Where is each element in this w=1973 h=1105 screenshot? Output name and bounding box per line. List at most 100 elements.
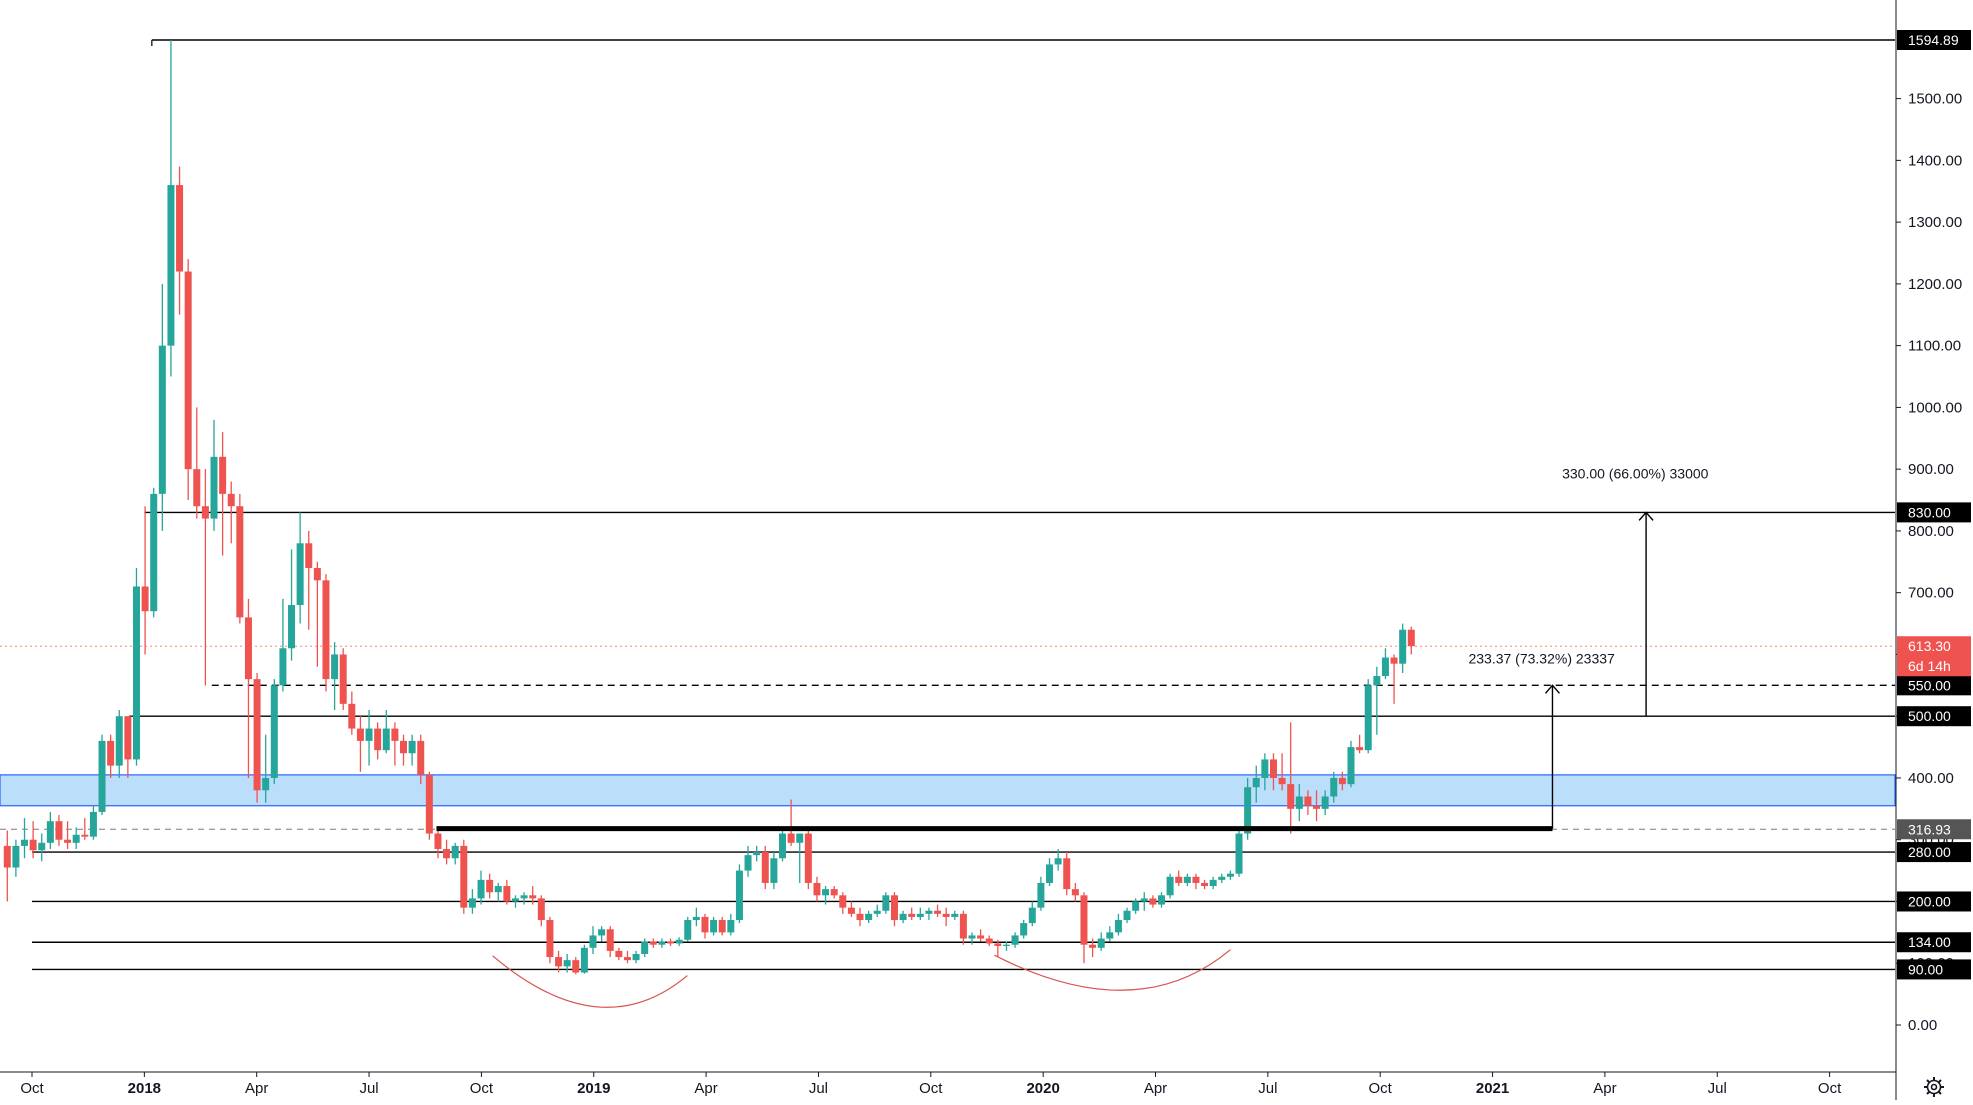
candle[interactable] bbox=[1313, 790, 1321, 822]
candle[interactable] bbox=[934, 904, 942, 917]
candle[interactable] bbox=[1132, 898, 1140, 914]
candle[interactable] bbox=[1097, 932, 1105, 951]
candle[interactable] bbox=[115, 710, 123, 778]
candle[interactable] bbox=[623, 950, 631, 964]
candle[interactable] bbox=[98, 734, 106, 816]
candle[interactable] bbox=[1106, 926, 1114, 942]
candle[interactable] bbox=[417, 734, 425, 785]
candle[interactable] bbox=[882, 892, 890, 914]
candle[interactable] bbox=[158, 283, 166, 531]
candle[interactable] bbox=[29, 821, 37, 859]
candle[interactable] bbox=[244, 598, 252, 778]
candle[interactable] bbox=[21, 818, 29, 859]
candle[interactable] bbox=[1201, 879, 1209, 890]
candle[interactable] bbox=[546, 916, 554, 964]
candle[interactable] bbox=[942, 907, 950, 927]
time-axis[interactable]: Oct 2018 Apr Jul Oct 2019 Apr Jul Oct 2020 Apr Jul O… bbox=[0, 1071, 1896, 1097]
candle[interactable] bbox=[1071, 882, 1079, 902]
candle[interactable] bbox=[1157, 892, 1165, 908]
candle[interactable] bbox=[3, 830, 11, 902]
candle[interactable] bbox=[658, 938, 666, 948]
candle[interactable] bbox=[847, 901, 855, 917]
candle[interactable] bbox=[89, 805, 97, 840]
candle[interactable] bbox=[339, 648, 347, 711]
candle[interactable] bbox=[1218, 873, 1226, 883]
candle[interactable] bbox=[124, 716, 132, 778]
candle[interactable] bbox=[580, 944, 588, 974]
candle[interactable] bbox=[348, 691, 356, 735]
candle[interactable] bbox=[822, 886, 830, 905]
candle[interactable] bbox=[1114, 913, 1122, 936]
candle[interactable] bbox=[227, 481, 235, 544]
candle[interactable] bbox=[132, 567, 140, 766]
candle[interactable] bbox=[675, 937, 683, 946]
candle[interactable] bbox=[718, 916, 726, 936]
candle[interactable] bbox=[761, 845, 769, 890]
candle[interactable] bbox=[1192, 873, 1200, 890]
candle[interactable] bbox=[262, 734, 270, 803]
candle[interactable] bbox=[727, 913, 735, 936]
candle[interactable] bbox=[899, 910, 907, 924]
candle[interactable] bbox=[1373, 666, 1381, 735]
candle[interactable] bbox=[391, 722, 399, 766]
candle[interactable] bbox=[744, 845, 752, 877]
candle[interactable] bbox=[1089, 938, 1097, 958]
candle[interactable] bbox=[735, 864, 743, 924]
candle[interactable] bbox=[1037, 876, 1045, 911]
candle[interactable] bbox=[313, 561, 321, 667]
candle[interactable] bbox=[692, 907, 700, 927]
candle[interactable] bbox=[176, 166, 184, 315]
candle[interactable] bbox=[107, 734, 115, 778]
candle[interactable] bbox=[1011, 932, 1019, 948]
candle[interactable] bbox=[236, 493, 244, 624]
candle[interactable] bbox=[1381, 648, 1389, 680]
candle[interactable] bbox=[296, 512, 304, 624]
candle[interactable] bbox=[305, 530, 313, 630]
candle[interactable] bbox=[150, 487, 158, 618]
candle[interactable] bbox=[201, 469, 209, 686]
candle[interactable] bbox=[667, 938, 675, 946]
candle[interactable] bbox=[994, 939, 1002, 958]
candle[interactable] bbox=[141, 506, 149, 655]
candle[interactable] bbox=[486, 873, 494, 899]
candle[interactable] bbox=[1278, 753, 1286, 791]
candle[interactable] bbox=[460, 839, 468, 914]
candle[interactable] bbox=[615, 947, 623, 961]
candle[interactable] bbox=[830, 886, 838, 899]
candle[interactable] bbox=[589, 926, 597, 954]
candle[interactable] bbox=[787, 799, 795, 846]
candle[interactable] bbox=[1338, 771, 1346, 791]
candle[interactable] bbox=[684, 916, 692, 942]
candle[interactable] bbox=[1140, 892, 1148, 911]
candle[interactable] bbox=[1149, 895, 1157, 908]
candle[interactable] bbox=[38, 833, 46, 862]
candle[interactable] bbox=[434, 827, 442, 859]
candle[interactable] bbox=[572, 957, 580, 975]
candle[interactable] bbox=[494, 882, 502, 902]
candle[interactable] bbox=[959, 910, 967, 945]
candle[interactable] bbox=[1347, 740, 1355, 788]
candle[interactable] bbox=[529, 886, 537, 905]
candle[interactable] bbox=[804, 830, 812, 890]
candle[interactable] bbox=[865, 910, 873, 924]
candle[interactable] bbox=[1054, 848, 1062, 871]
candle[interactable] bbox=[1252, 765, 1260, 803]
candle[interactable] bbox=[210, 419, 218, 531]
candle[interactable] bbox=[856, 907, 864, 927]
candle[interactable] bbox=[1046, 858, 1054, 887]
candle[interactable] bbox=[331, 642, 339, 711]
candle[interactable] bbox=[1020, 920, 1028, 939]
candle[interactable] bbox=[770, 852, 778, 890]
candle[interactable] bbox=[400, 734, 408, 766]
candle[interactable] bbox=[1175, 870, 1183, 887]
candle[interactable] bbox=[365, 710, 373, 766]
candle[interactable] bbox=[1235, 827, 1243, 877]
candle[interactable] bbox=[288, 549, 296, 661]
candle[interactable] bbox=[951, 910, 959, 921]
candle[interactable] bbox=[1269, 753, 1277, 791]
settings-button[interactable] bbox=[1924, 1077, 1944, 1097]
candle[interactable] bbox=[382, 710, 390, 754]
candle[interactable] bbox=[72, 827, 80, 849]
candle[interactable] bbox=[778, 827, 786, 862]
